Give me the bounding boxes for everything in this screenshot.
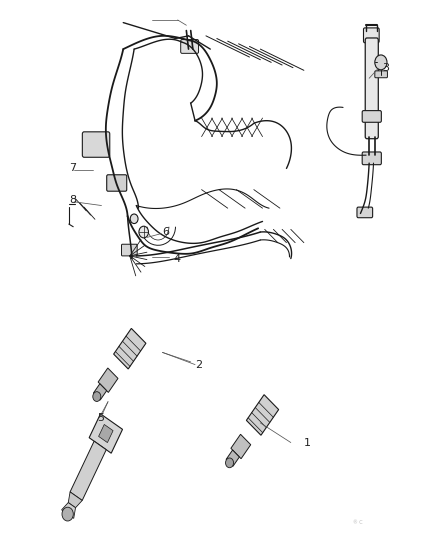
Polygon shape [231, 434, 251, 459]
Circle shape [62, 507, 73, 521]
FancyBboxPatch shape [181, 39, 198, 53]
Circle shape [226, 458, 233, 468]
FancyBboxPatch shape [362, 111, 381, 122]
Text: 1: 1 [304, 438, 311, 448]
Text: 2: 2 [195, 360, 202, 369]
Circle shape [139, 226, 148, 238]
Polygon shape [89, 414, 123, 453]
Text: 3: 3 [382, 63, 389, 72]
Polygon shape [247, 394, 279, 435]
FancyBboxPatch shape [364, 28, 379, 43]
Polygon shape [62, 503, 75, 519]
Text: 5: 5 [97, 413, 104, 423]
Text: 7: 7 [69, 164, 76, 173]
Polygon shape [68, 492, 82, 508]
FancyBboxPatch shape [82, 132, 110, 157]
FancyBboxPatch shape [121, 244, 137, 256]
Polygon shape [99, 424, 113, 442]
Polygon shape [226, 450, 240, 466]
Polygon shape [70, 441, 106, 500]
Polygon shape [93, 384, 106, 400]
FancyBboxPatch shape [362, 152, 381, 165]
Polygon shape [98, 368, 118, 392]
FancyBboxPatch shape [365, 38, 378, 139]
Circle shape [93, 392, 101, 401]
FancyBboxPatch shape [357, 207, 373, 217]
Text: 8: 8 [69, 195, 76, 205]
FancyBboxPatch shape [107, 175, 127, 191]
FancyBboxPatch shape [375, 71, 388, 78]
Polygon shape [113, 328, 146, 369]
Circle shape [375, 55, 387, 70]
Circle shape [130, 214, 138, 223]
Text: 6: 6 [162, 227, 170, 237]
Text: ® C: ® C [353, 520, 363, 525]
Text: 4: 4 [173, 254, 180, 263]
